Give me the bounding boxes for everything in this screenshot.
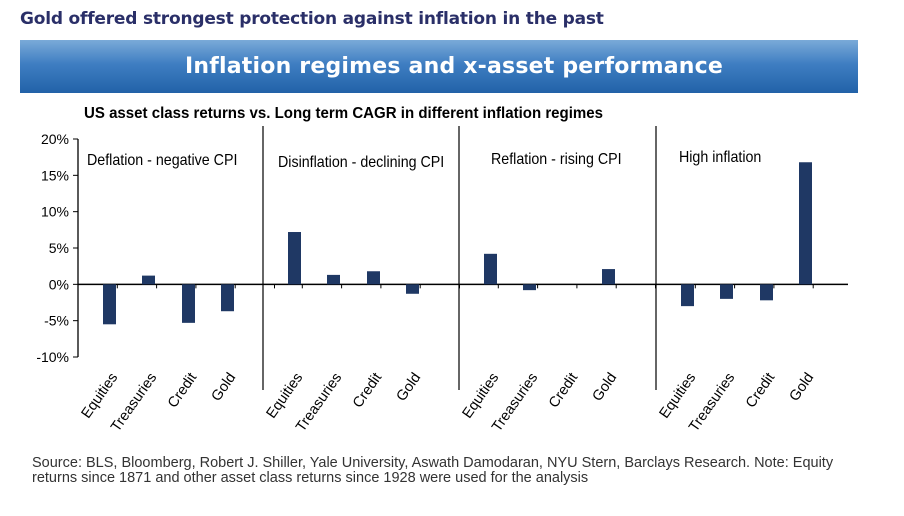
bar [288, 232, 301, 285]
category-label: Credit [546, 370, 581, 411]
category-label: Credit [165, 370, 200, 411]
bar [327, 274, 340, 285]
category-label: Equities [264, 370, 307, 421]
bar [602, 269, 615, 285]
category-label: Equities [657, 370, 700, 421]
y-tick-label: 0% [49, 276, 69, 292]
bar [406, 284, 419, 294]
y-tick-label: 10% [41, 204, 69, 220]
bar [484, 253, 497, 285]
category-label: Credit [743, 370, 778, 411]
bar [799, 162, 812, 285]
bar [103, 284, 116, 325]
panel-title: Reflation - rising CPI [491, 152, 622, 169]
bar [760, 284, 773, 301]
chart-title: US asset class returns vs. Long term CAG… [84, 105, 604, 122]
category-label: Equities [460, 370, 503, 421]
category-label: Equities [79, 370, 122, 421]
panel-title: High inflation [679, 150, 761, 167]
bar [367, 271, 380, 285]
banner-title: Inflation regimes and x-asset performanc… [185, 54, 723, 79]
y-tick-label: 15% [41, 167, 69, 183]
headline: Gold offered strongest protection agains… [20, 9, 604, 29]
category-label: Gold [394, 370, 425, 404]
bar [681, 284, 694, 307]
category-label: Gold [209, 370, 240, 404]
panel-title: Disinflation - declining CPI [278, 155, 444, 172]
bar [182, 284, 195, 323]
y-tick-label: -5% [44, 313, 69, 329]
category-label: Gold [787, 370, 818, 404]
title-banner: Inflation regimes and x-asset performanc… [20, 40, 858, 93]
source-note: Source: BLS, Bloomberg, Robert J. Shille… [32, 455, 834, 486]
bar [523, 284, 536, 291]
y-tick-label: -10% [36, 349, 69, 365]
panel-title: Deflation - negative CPI [87, 153, 237, 170]
y-tick-label: 20% [41, 131, 69, 147]
category-label: Gold [590, 370, 621, 404]
bar [720, 284, 733, 299]
bar [221, 284, 234, 312]
y-tick-label: 5% [49, 240, 69, 256]
category-label: Credit [350, 370, 385, 411]
bar [142, 275, 155, 285]
